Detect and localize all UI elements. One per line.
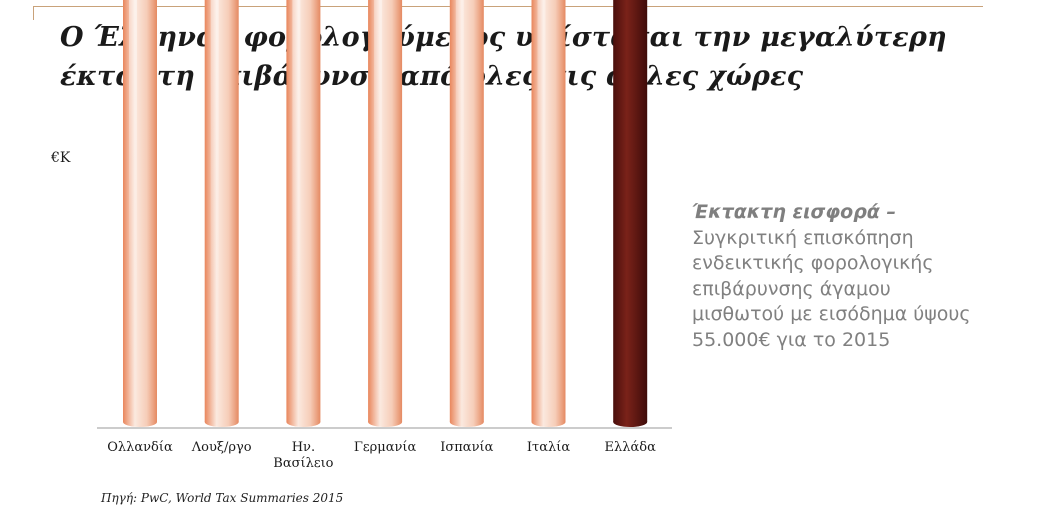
bar-sheen xyxy=(292,0,301,421)
category-label-6: Ιταλία xyxy=(527,440,570,455)
title-line-2: έκτακτη επιβάρυνση από όλες τις άλλες χώ… xyxy=(60,61,804,92)
bar-body xyxy=(123,0,157,423)
side-line-3: επιβάρυνσης άγαμου xyxy=(692,277,891,300)
side-description: Έκτακτη εισφορά – Συγκριτική επισκόπηση … xyxy=(692,200,1032,353)
side-line-5: 55.000€ για το 2015 xyxy=(692,328,891,351)
bar-6 xyxy=(531,0,566,427)
bar-2 xyxy=(204,0,239,427)
source-note: Πηγή: PwC, World Tax Summaries 2015 xyxy=(101,491,344,505)
bar-1 xyxy=(123,0,157,427)
category-label-2: Λουξ/ργο xyxy=(191,440,252,455)
category-label-7: Ελλάδα xyxy=(605,440,657,455)
side-heading: Έκτακτη εισφορά – xyxy=(692,201,896,223)
category-label-4: Γερμανία xyxy=(354,440,417,455)
bar-4 xyxy=(368,0,403,427)
bar-sheen xyxy=(374,0,383,420)
bar-7 xyxy=(613,0,648,427)
category-label-1: Ολλανδία xyxy=(107,440,173,455)
bar-base xyxy=(449,417,484,427)
bar-base xyxy=(286,417,321,427)
y-axis-unit-label: €K xyxy=(51,150,71,166)
bar-body xyxy=(531,0,566,422)
bar-base xyxy=(531,417,566,427)
bar-base xyxy=(368,417,403,427)
category-label-5: Ισπανία xyxy=(440,440,493,455)
bar-sheen xyxy=(537,0,546,420)
side-line-4: μισθωτού με εισόδημα ύψους xyxy=(692,303,971,325)
bar-body xyxy=(286,0,321,423)
bar-sheen xyxy=(210,0,219,421)
bar-base xyxy=(613,417,648,427)
bar-sheen xyxy=(455,0,464,420)
bar-body xyxy=(204,0,239,423)
accent-corner-tick xyxy=(33,6,34,20)
side-line-1: Συγκριτική επισκόπηση xyxy=(692,226,914,249)
bar-body xyxy=(613,0,648,422)
bar-base xyxy=(123,417,157,427)
side-line-2: ενδεικτικής φορολογικής xyxy=(692,252,934,274)
bar-body xyxy=(368,0,403,422)
category-label-3: Ην. Βασίλειο xyxy=(273,440,333,471)
accent-top-line xyxy=(33,6,983,7)
bar-base xyxy=(204,417,239,427)
bar-body xyxy=(449,0,484,422)
bar-3 xyxy=(286,0,321,427)
bar-5 xyxy=(449,0,484,427)
bar-sheen xyxy=(129,0,137,421)
